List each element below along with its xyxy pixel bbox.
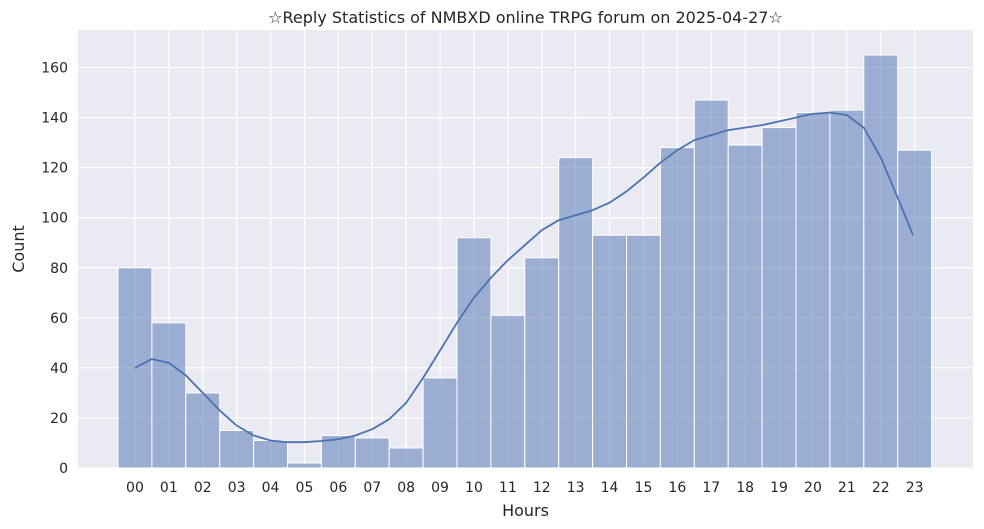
bar-hour-14 xyxy=(592,234,627,469)
bar-hour-12 xyxy=(524,257,560,469)
y-tick-labels: 0 20 40 60 80 100 120 140 160 xyxy=(41,61,68,477)
x-tick-label: 02 xyxy=(194,480,212,496)
bar-hour-15 xyxy=(626,234,661,469)
y-tick-label: 80 xyxy=(50,261,68,277)
bar-hour-22 xyxy=(863,54,899,469)
bar-hour-01 xyxy=(151,322,187,469)
bars xyxy=(117,54,933,469)
x-tick-label: 23 xyxy=(906,480,924,496)
bar-hour-11 xyxy=(490,314,526,469)
x-tick-label: 19 xyxy=(770,480,788,496)
bar-hour-09 xyxy=(422,377,458,469)
x-tick-label: 10 xyxy=(465,480,483,496)
x-tick-label: 05 xyxy=(296,480,314,496)
bar-hour-04 xyxy=(253,439,289,469)
x-tick-label: 06 xyxy=(329,480,347,496)
x-axis-label: Hours xyxy=(502,501,549,520)
x-tick-label: 21 xyxy=(838,480,856,496)
y-tick-label: 60 xyxy=(50,311,68,327)
x-tick-label: 00 xyxy=(126,480,144,496)
x-tick-label: 22 xyxy=(872,480,890,496)
bar-hour-13 xyxy=(558,157,594,469)
x-tick-label: 11 xyxy=(499,480,517,496)
bar-hour-21 xyxy=(829,109,865,469)
y-tick-label: 20 xyxy=(50,411,68,427)
x-tick-label: 09 xyxy=(431,480,449,496)
bar-hour-23 xyxy=(897,149,933,469)
x-tick-label: 15 xyxy=(635,480,653,496)
bar-hour-07 xyxy=(354,437,390,469)
y-tick-label: 160 xyxy=(41,61,68,77)
y-tick-label: 120 xyxy=(41,161,68,177)
x-tick-label: 17 xyxy=(702,480,720,496)
bar-hour-08 xyxy=(388,447,424,469)
x-tick-label: 16 xyxy=(668,480,686,496)
y-tick-label: 100 xyxy=(41,211,68,227)
x-tick-labels: 00 01 02 03 04 05 06 07 08 09 10 11 12 13 14 15 16 17 18 19… xyxy=(126,480,924,496)
bar-hour-17 xyxy=(693,99,729,469)
y-tick-label: 140 xyxy=(41,111,68,127)
bar-hour-03 xyxy=(219,429,255,469)
bar-hour-20 xyxy=(795,112,831,469)
x-tick-label: 12 xyxy=(533,480,551,496)
x-tick-label: 08 xyxy=(397,480,415,496)
x-tick-label: 18 xyxy=(736,480,754,496)
kde-line xyxy=(134,111,914,444)
bar-hour-16 xyxy=(659,147,695,469)
x-tick-label: 13 xyxy=(567,480,585,496)
chart-title: ☆Reply Statistics of NMBXD online TRPG f… xyxy=(268,8,783,27)
x-tick-label: 14 xyxy=(601,480,619,496)
bar-hour-19 xyxy=(761,127,797,469)
bar-hour-10 xyxy=(456,237,492,469)
x-tick-label: 20 xyxy=(804,480,822,496)
x-tick-label: 01 xyxy=(160,480,178,496)
x-tick-label: 04 xyxy=(262,480,280,496)
y-tick-label: 0 xyxy=(59,461,68,477)
y-tick-label: 40 xyxy=(50,361,68,377)
bar-hour-05 xyxy=(287,462,322,469)
bar-hour-18 xyxy=(727,144,763,469)
y-axis-label: Count xyxy=(9,225,28,273)
x-tick-label: 07 xyxy=(363,480,381,496)
x-tick-label: 03 xyxy=(228,480,246,496)
